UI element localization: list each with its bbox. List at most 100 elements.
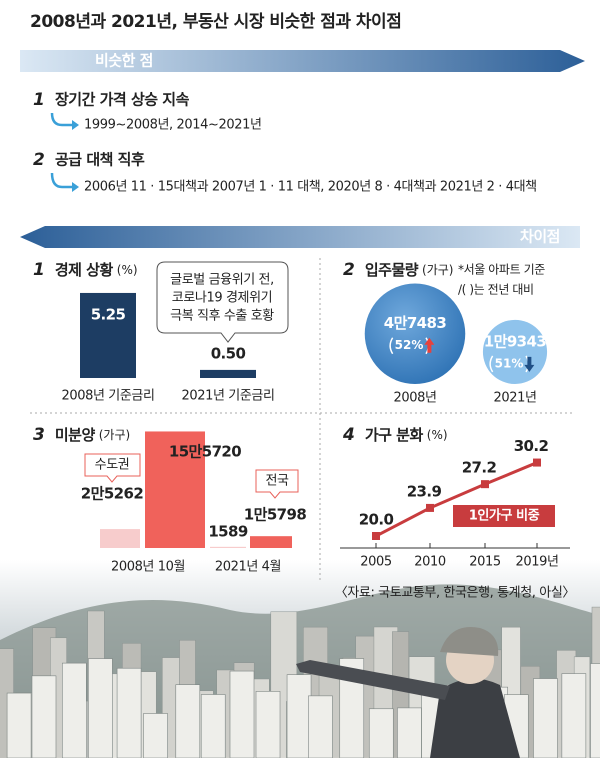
building xyxy=(200,694,226,758)
legend-label: 1인가구 비중 xyxy=(469,508,540,524)
item-title: 장기간 가격 상승 지속 xyxy=(55,91,190,109)
person xyxy=(430,678,520,758)
building xyxy=(61,662,87,758)
banner xyxy=(20,50,585,72)
building xyxy=(368,708,394,758)
point xyxy=(533,458,541,467)
legend-box xyxy=(453,505,555,527)
value-label: 15만5720 xyxy=(169,443,241,461)
legend-callout xyxy=(255,469,299,499)
bar xyxy=(80,292,136,378)
change-arrow xyxy=(424,337,435,353)
value-label: 1589 xyxy=(208,523,248,541)
note: /( )는 전년 대비 xyxy=(458,283,534,297)
x-tick-label: 2015 xyxy=(469,555,501,570)
chart-title: 1 경제 상황 (%) xyxy=(33,260,138,280)
category-label: 2008년 기준금리 xyxy=(61,389,154,404)
change-label: 52% xyxy=(395,338,424,352)
chart-unit: (%) xyxy=(427,428,448,442)
bubble xyxy=(482,319,548,384)
change-label: 51% xyxy=(495,356,524,370)
value-label: 27.2 xyxy=(462,459,497,477)
chart-unit: (%) xyxy=(117,263,138,277)
building xyxy=(533,678,558,758)
annotation: 코로나19 경제위기 xyxy=(172,291,272,306)
person-arm xyxy=(296,660,450,700)
chart-title: 4 가구 분화 (%) xyxy=(342,425,448,445)
building xyxy=(143,713,168,758)
point xyxy=(372,532,380,540)
x-tick-label: 2019년 xyxy=(515,555,558,570)
chart-number: 2 xyxy=(343,260,355,280)
x-tick-label: 2010 xyxy=(414,555,446,570)
chart-title-text: 경제 상황 xyxy=(55,261,114,279)
building xyxy=(590,663,600,758)
value-label: 1만9343 xyxy=(484,332,547,350)
chart-title-text: 미분양 xyxy=(55,426,96,444)
building xyxy=(561,673,587,758)
paren xyxy=(389,337,394,355)
building xyxy=(255,691,281,758)
arrow-icon xyxy=(50,112,75,127)
title: 2008년과 2021년, 부동산 시장 비슷한 점과 차이점 xyxy=(30,12,401,32)
building xyxy=(88,658,113,758)
item-detail: 2006년 11 · 15대책과 2007년 1 · 11 대책, 2020년 … xyxy=(84,180,537,195)
value-label: 1만5798 xyxy=(244,506,307,524)
annotation: 글로벌 금융위기 전, xyxy=(170,273,274,288)
arrow-icon xyxy=(50,172,75,189)
item-number: 2 xyxy=(33,150,45,170)
chart-unit: (가구) xyxy=(422,263,453,277)
banner-label: 비슷한 점 xyxy=(95,52,153,70)
legend-label: 전국 xyxy=(265,474,289,489)
category-label: 2008년 xyxy=(393,391,436,406)
item-detail: 1999~2008년, 2014~2021년 xyxy=(84,118,262,133)
chart-title: 2 입주물량 (가구) xyxy=(343,260,454,280)
category-label: 2008년 10월 xyxy=(111,560,185,575)
banner-label: 차이점 xyxy=(520,228,560,246)
building xyxy=(6,692,32,758)
building xyxy=(116,667,142,758)
legend-label: 수도권 xyxy=(95,458,130,473)
building xyxy=(286,674,312,758)
arrow-head xyxy=(72,120,79,130)
chart-title-text: 가구 분화 xyxy=(365,426,424,444)
item-number: 1 xyxy=(33,90,45,110)
building xyxy=(397,707,422,758)
bubble xyxy=(364,283,466,384)
chart-number: 3 xyxy=(33,425,45,445)
point xyxy=(481,480,489,489)
building xyxy=(31,675,57,758)
category-label: 2021년 xyxy=(493,391,536,406)
person-hat xyxy=(440,627,499,656)
callout-box xyxy=(156,261,289,343)
note: *서울 아파트 기준 xyxy=(458,263,545,277)
x-tick-label: 2005 xyxy=(360,555,392,570)
chart-title-text: 입주물량 xyxy=(365,261,419,279)
category-label: 2021년 기준금리 xyxy=(181,389,274,404)
category-label: 2021년 4월 xyxy=(215,560,281,575)
item-title: 공급 대책 직후 xyxy=(55,151,145,169)
chart-title: 3 미분양 (가구) xyxy=(33,425,130,445)
bar xyxy=(200,369,256,378)
building xyxy=(175,684,201,758)
banner xyxy=(20,226,580,248)
paren xyxy=(489,355,494,373)
bar xyxy=(250,536,292,548)
building xyxy=(229,670,255,758)
annotation: 극복 직후 수출 호황 xyxy=(170,309,274,324)
bar xyxy=(145,431,205,548)
value-label: 23.9 xyxy=(407,482,442,500)
bar xyxy=(100,529,140,548)
value-label: 2만5262 xyxy=(81,485,144,503)
photo xyxy=(0,560,600,758)
point xyxy=(426,503,434,512)
value-label: 20.0 xyxy=(359,511,394,529)
chart-number: 1 xyxy=(33,260,45,280)
building xyxy=(308,695,333,758)
source: 〈자료: 국토교통부, 한국은행, 통계청, 아실〉 xyxy=(335,585,575,601)
chart-number: 4 xyxy=(342,425,355,445)
legend-callout xyxy=(84,453,141,483)
